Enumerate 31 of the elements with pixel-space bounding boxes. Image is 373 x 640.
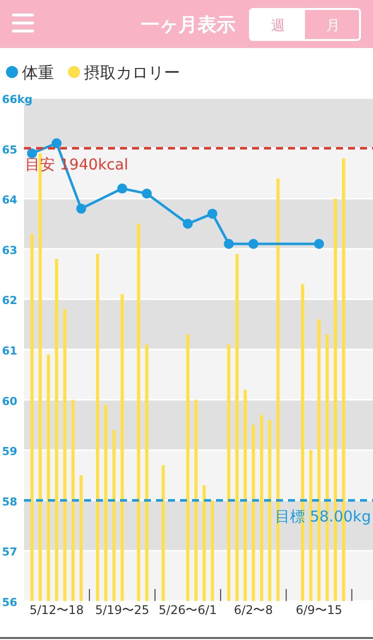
y-tick-label: 58 xyxy=(2,495,18,508)
legend-label: 摂取カロリー xyxy=(84,63,180,82)
x-tick-label: 6/2〜8 xyxy=(234,603,273,617)
point xyxy=(117,184,128,194)
chart-title: 一ヶ月表示 xyxy=(140,14,236,36)
point xyxy=(52,138,62,148)
x-tick-label: 5/19〜25 xyxy=(95,603,150,617)
y-tick-label: 63 xyxy=(2,244,18,257)
y-tick-label: 61 xyxy=(2,344,18,358)
y-tick-label: 59 xyxy=(2,445,18,458)
point xyxy=(182,218,193,229)
point xyxy=(314,238,324,249)
legend-label: 体重 xyxy=(22,63,54,82)
y-tick-label: 66kg xyxy=(2,93,32,106)
point xyxy=(224,238,234,249)
y-tick-label: 60 xyxy=(2,394,18,408)
y-tick-label: 64 xyxy=(2,194,18,207)
x-tick-label: 5/26〜6/1 xyxy=(158,603,217,617)
x-tick-label: 5/12〜18 xyxy=(29,603,84,617)
point xyxy=(27,148,37,158)
x-tick-label: 6/9〜15 xyxy=(296,603,342,617)
y-tick-label: 62 xyxy=(2,294,18,308)
point xyxy=(142,188,152,199)
y-tick-label: 56 xyxy=(2,596,18,609)
y-tick-label: 65 xyxy=(2,143,18,156)
point xyxy=(76,204,86,214)
point xyxy=(207,208,218,219)
point xyxy=(248,238,258,249)
text: 週 xyxy=(271,18,285,34)
y-tick-label: 57 xyxy=(2,546,18,559)
text: 月 xyxy=(326,18,340,34)
